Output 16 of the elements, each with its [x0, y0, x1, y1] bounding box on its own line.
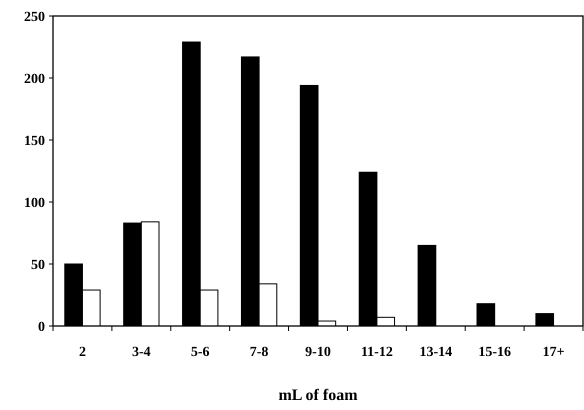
x-tick-label: 15-16 — [478, 345, 512, 360]
x-tick-label: 5-6 — [190, 345, 210, 360]
x-tick-label: 13-14 — [419, 345, 452, 360]
x-tick-label: 17+ — [542, 345, 565, 360]
x-tick-label: 3-4 — [132, 345, 151, 360]
y-tick-label: 50 — [31, 258, 45, 273]
x-tick-label: 7-8 — [250, 345, 268, 360]
y-tick-label: 150 — [24, 134, 45, 149]
x-axis-title: mL of foam — [278, 387, 358, 404]
y-tick-label: 200 — [24, 72, 45, 87]
y-tick-label: 100 — [24, 196, 45, 211]
x-tick-label: 2 — [78, 345, 86, 360]
y-tick-label: 250 — [24, 10, 45, 25]
x-tick-label: 11-12 — [360, 345, 393, 360]
y-tick-label: 0 — [38, 320, 45, 335]
x-tick-label: 9-10 — [305, 345, 331, 360]
